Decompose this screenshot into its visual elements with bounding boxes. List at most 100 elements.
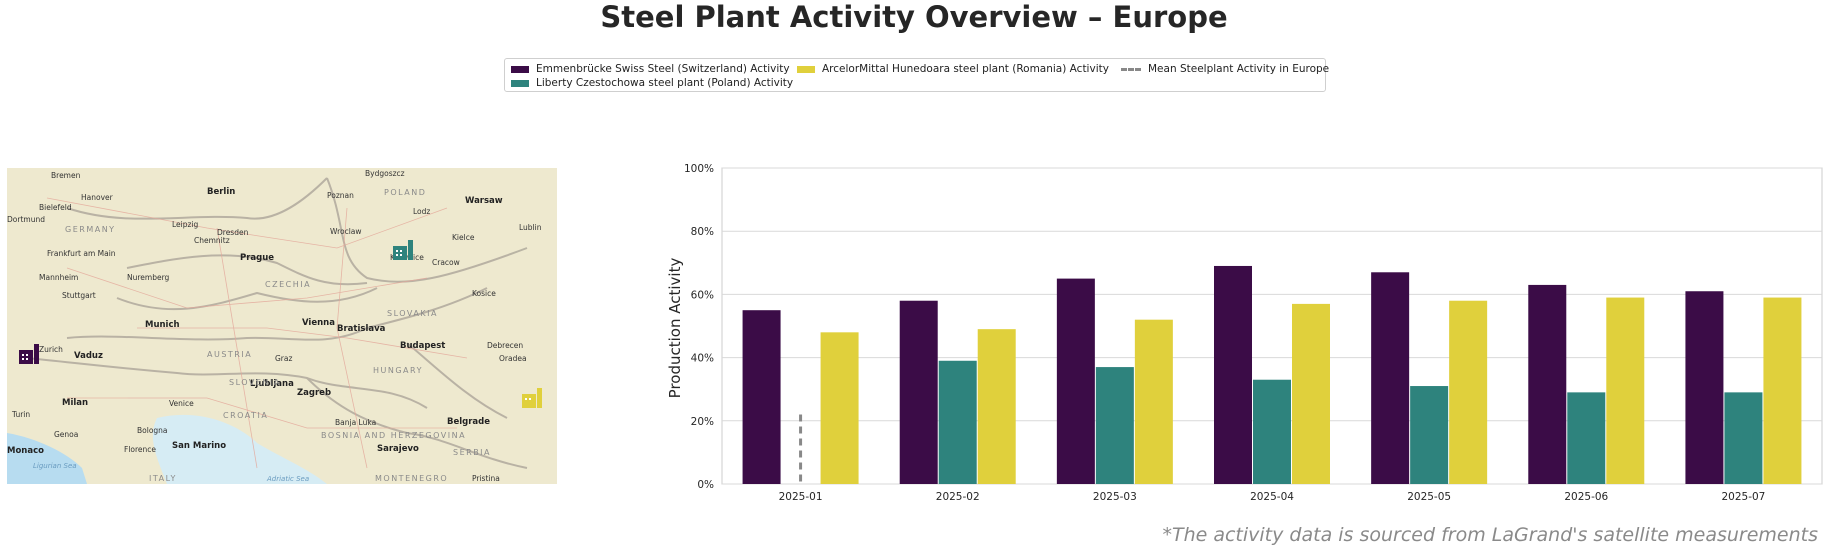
bar xyxy=(820,332,859,484)
map-land xyxy=(7,168,557,484)
city-label: Zagreb xyxy=(297,388,331,398)
city-label: Ljubljana xyxy=(250,379,294,389)
city-label: Kielce xyxy=(452,233,475,242)
legend-label-mean: Mean Steelplant Activity in Europe xyxy=(1148,63,1330,75)
city-label: Chemnitz xyxy=(194,236,230,245)
city-label: San Marino xyxy=(172,441,226,451)
city-label: Mannheim xyxy=(39,273,78,282)
europe-map: Bremen Berlin Bydgoszcz Hanover Poznan W… xyxy=(7,168,557,484)
city-label: Hanover xyxy=(81,193,114,202)
city-label: Bratislava xyxy=(337,324,386,334)
y-tick-label: 40% xyxy=(691,353,714,365)
x-tick-label: 2025-05 xyxy=(1407,491,1451,503)
romania-plant-icon xyxy=(522,388,542,408)
city-label: Turin xyxy=(11,410,30,419)
city-label: Leipzig xyxy=(172,220,199,229)
chart-legend: Emmenbrücke Swiss Steel (Switzerland) Ac… xyxy=(504,58,1329,92)
city-label: Wroclaw xyxy=(330,227,362,236)
map-labels: Bremen Berlin Bydgoszcz Hanover Poznan W… xyxy=(7,169,542,483)
poland-plant-icon xyxy=(393,240,413,260)
city-label: Oradea xyxy=(499,354,527,363)
legend-swatch-poland xyxy=(511,79,529,87)
bar xyxy=(1292,303,1330,484)
legend-item-switzerland: Emmenbrücke Swiss Steel (Switzerland) Ac… xyxy=(511,62,790,76)
legend-label-romania: ArcelorMittal Hunedoara steel plant (Rom… xyxy=(822,63,1109,75)
country-label: BOSNIA AND HERZEGOVINA xyxy=(321,431,466,440)
bar xyxy=(899,300,938,484)
bar xyxy=(1253,379,1291,484)
page-title: Steel Plant Activity Overview – Europe xyxy=(600,0,1228,34)
country-label: GERMANY xyxy=(65,225,116,234)
bar xyxy=(938,360,977,484)
bar xyxy=(1095,367,1134,484)
legend-label-poland: Liberty Czestochowa steel plant (Poland)… xyxy=(536,77,794,89)
city-label: Katowice xyxy=(390,253,424,262)
city-label: Banja Luka xyxy=(335,418,376,427)
switzerland-plant-icon xyxy=(19,344,39,364)
city-label: Bologna xyxy=(137,426,168,435)
city-label: Berlin xyxy=(207,187,235,197)
city-label: Stuttgart xyxy=(62,291,96,300)
bar xyxy=(742,310,781,484)
country-label: MONTENEGRO xyxy=(375,474,448,483)
y-tick-label: 60% xyxy=(691,289,714,301)
map-sea-west xyxy=(7,433,87,484)
x-tick-label: 2025-04 xyxy=(1250,491,1294,503)
country-label: CROATIA xyxy=(223,411,268,420)
city-label: Lodz xyxy=(413,207,430,216)
y-tick-label: 0% xyxy=(697,479,714,491)
legend-item-poland: Liberty Czestochowa steel plant (Poland)… xyxy=(511,76,793,90)
map-borders xyxy=(26,177,528,469)
city-label: Budapest xyxy=(400,341,445,351)
city-label: Vienna xyxy=(302,318,335,328)
legend-item-mean: Mean Steelplant Activity in Europe xyxy=(1121,62,1329,76)
x-tick-label: 2025-07 xyxy=(1721,491,1765,503)
map-sea-adriatic xyxy=(152,414,327,484)
y-tick-label: 100% xyxy=(684,163,714,175)
city-label: Dresden xyxy=(217,228,249,237)
city-label: Genoa xyxy=(54,430,78,439)
country-label: CZECHIA xyxy=(265,280,311,289)
bar xyxy=(1134,319,1173,484)
city-label: Venice xyxy=(169,399,194,408)
city-label: Bydgoszcz xyxy=(365,169,405,178)
city-label: Warsaw xyxy=(465,196,503,206)
city-label: Nuremberg xyxy=(127,273,170,282)
city-label: Florence xyxy=(124,445,156,454)
legend-swatch-switzerland xyxy=(511,65,529,73)
city-label: Kosice xyxy=(472,289,496,298)
country-label: SLOVENIA xyxy=(229,378,281,387)
bar xyxy=(1528,284,1567,484)
country-label: HUNGARY xyxy=(373,366,423,375)
bar xyxy=(1763,297,1802,484)
x-tick-label: 2025-01 xyxy=(779,491,823,503)
x-tick-label: 2025-06 xyxy=(1564,491,1608,503)
map-canvas: Bremen Berlin Bydgoszcz Hanover Poznan W… xyxy=(7,168,557,484)
bar xyxy=(1724,392,1763,484)
country-label: ITALY xyxy=(149,474,177,483)
legend-item-romania: ArcelorMittal Hunedoara steel plant (Rom… xyxy=(797,62,1109,76)
map-roads xyxy=(46,197,468,469)
city-label: Vaduz xyxy=(74,351,103,361)
y-axis-label: Production Activity xyxy=(666,258,684,399)
country-label: POLAND xyxy=(384,188,426,197)
x-tick-label: 2025-02 xyxy=(936,491,980,503)
city-label: Bielefeld xyxy=(39,203,72,212)
sea-label: Adriatic Sea xyxy=(266,475,309,483)
bar xyxy=(1449,300,1488,484)
country-label: AUSTRIA xyxy=(207,350,252,359)
bar xyxy=(1685,291,1724,484)
city-label: Milan xyxy=(62,398,88,408)
x-tick-label: 2025-03 xyxy=(1093,491,1137,503)
bar xyxy=(1606,297,1645,484)
country-label: SLOVAKIA xyxy=(387,309,438,318)
city-label: Debrecen xyxy=(487,341,523,350)
bar xyxy=(1056,278,1095,484)
bar xyxy=(977,329,1016,484)
city-label: Lublin xyxy=(519,223,542,232)
y-tick-label: 20% xyxy=(691,416,714,428)
city-label: Dortmund xyxy=(7,215,45,224)
country-label: SERBIA xyxy=(453,448,491,457)
city-label: Graz xyxy=(275,354,292,363)
